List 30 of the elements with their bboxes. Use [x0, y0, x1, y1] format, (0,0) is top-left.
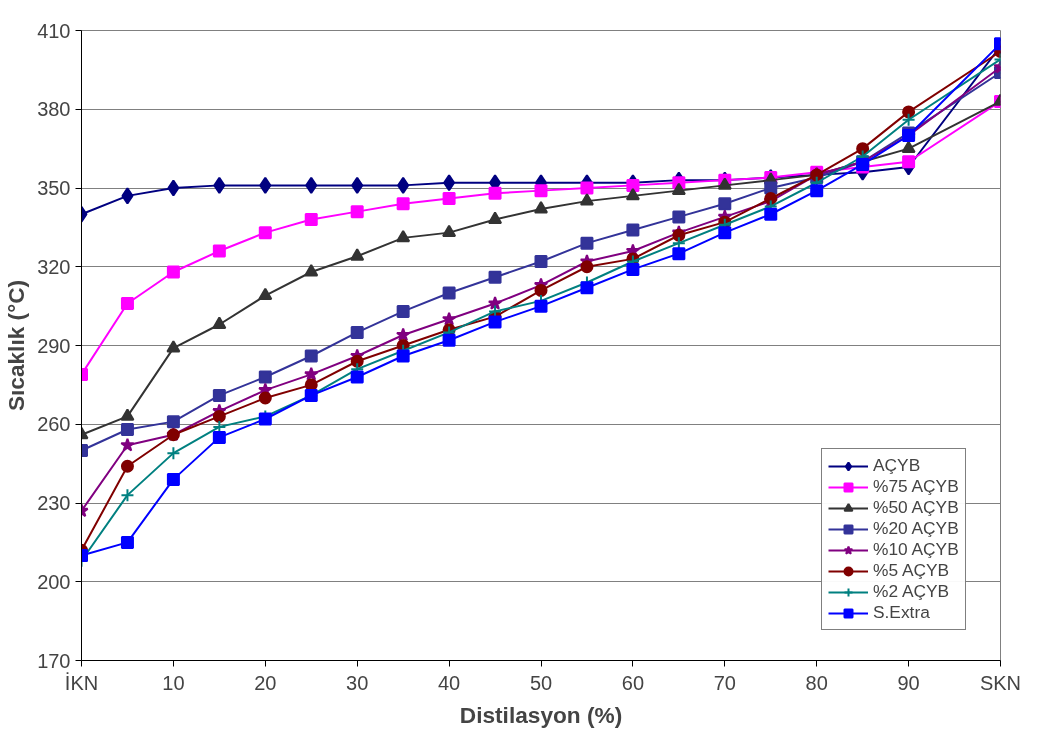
y-tick-label: 320 [37, 255, 71, 278]
x-tick-label: 70 [713, 671, 736, 694]
y-tick-label: 410 [37, 19, 71, 42]
y-tick-label: 170 [37, 649, 71, 672]
legend-label: %10 AÇYB [873, 539, 959, 560]
y-tick-label: 230 [37, 492, 71, 514]
x-tick-label: İKN [64, 671, 99, 694]
legend-label: %75 AÇYB [873, 476, 959, 497]
x-tick-label: SKN [979, 671, 1022, 694]
legend-label: %20 AÇYB [873, 518, 959, 539]
legend-label: S.Extra [873, 602, 930, 623]
y-tick-label: 200 [37, 570, 71, 593]
y-tick-label: 350 [37, 177, 71, 199]
y-tick-label: 380 [37, 98, 71, 121]
x-tick-label: 60 [621, 671, 645, 694]
y-tick-label: 290 [37, 334, 71, 357]
x-tick-label: 50 [529, 671, 553, 694]
legend-label: AÇYB [873, 455, 921, 476]
x-tick-label: 30 [346, 671, 369, 694]
x-tick-label: 20 [254, 671, 277, 694]
legend-label: %2 AÇYB [873, 581, 950, 602]
x-tick-label: 80 [805, 671, 828, 694]
x-tick-label: 10 [162, 671, 185, 694]
y-axis-title: Sıcaklık (°C) [3, 279, 30, 412]
legend-label: %50 AÇYB [873, 497, 959, 518]
legend-label: %5 AÇYB [873, 560, 950, 581]
y-tick-label: 260 [37, 413, 71, 436]
x-axis-title: Distilasyon (%) [459, 701, 623, 728]
x-tick-label: 90 [897, 671, 920, 694]
x-tick-label: 40 [437, 671, 461, 694]
